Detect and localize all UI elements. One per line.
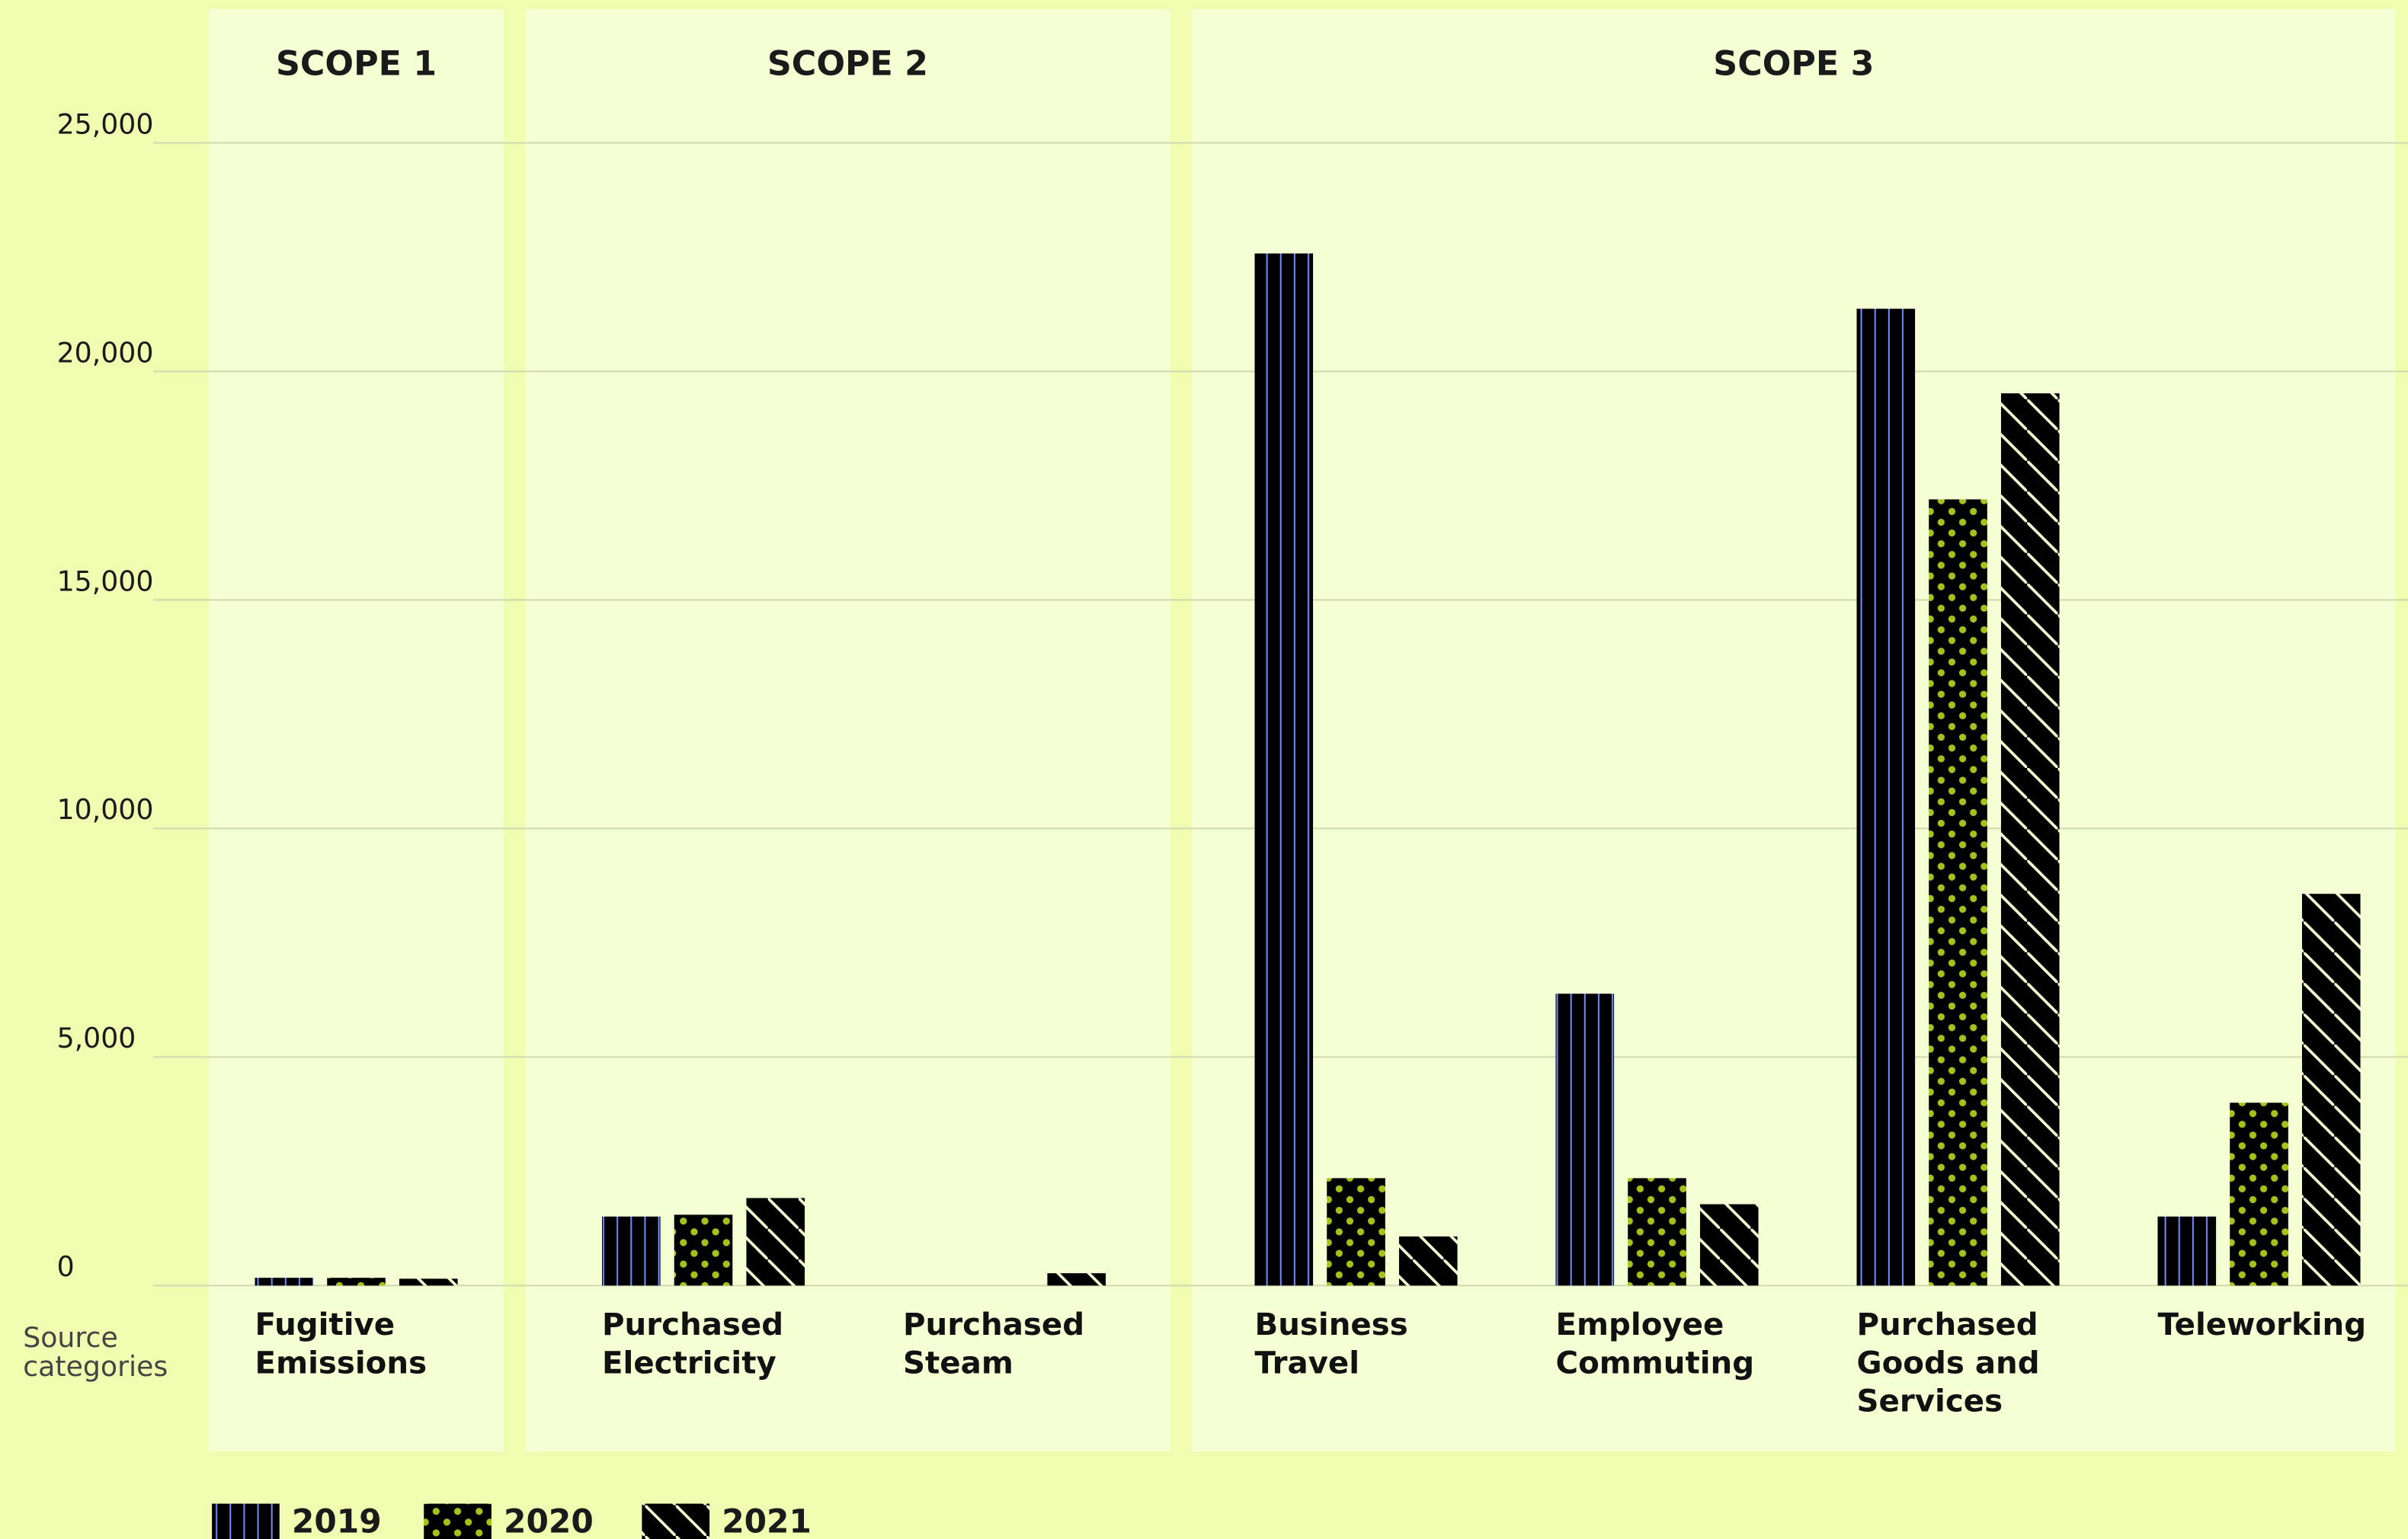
scope-panel (525, 9, 1170, 1452)
y-tick-label: 25,000 (57, 107, 154, 140)
legend-label: 2021 (722, 1502, 812, 1539)
bar (255, 1278, 314, 1286)
bar (1398, 1236, 1458, 1286)
bar (2301, 894, 2361, 1286)
scope-panel (1191, 9, 2396, 1452)
bar (1628, 1178, 1686, 1286)
x-tick-label-box: Purchased Goods and Services (1856, 1305, 2040, 1419)
x-tick-label: Purchased Steam (903, 1305, 1085, 1381)
bar (746, 1198, 805, 1286)
y-tick-label: 15,000 (57, 565, 154, 597)
x-tick-label-box: Purchased Steam (903, 1305, 1085, 1381)
x-tick-label: Fugitive Emissions (255, 1305, 427, 1381)
x-tick-label-box: Fugitive Emissions (255, 1305, 427, 1381)
bar (399, 1278, 458, 1286)
legend-swatch (642, 1503, 710, 1539)
bar (1254, 253, 1314, 1286)
legend-swatch (424, 1503, 492, 1539)
y-tick-label: 10,000 (57, 793, 154, 826)
legend-swatch (212, 1503, 280, 1539)
x-tick-label: Employee Commuting (1555, 1305, 1755, 1381)
bar (327, 1278, 386, 1286)
y-tick-label: 5,000 (57, 1022, 136, 1054)
legend-label: 2019 (292, 1502, 382, 1539)
bar (674, 1214, 733, 1286)
bar (2230, 1102, 2288, 1286)
y-tick-label: 0 (57, 1250, 75, 1283)
scope-title: SCOPE 3 (1713, 45, 1874, 84)
x-tick-label: Teleworking (2157, 1305, 2367, 1342)
x-tick-label-box: Purchased Electricity (602, 1305, 784, 1381)
x-tick-label-box: Business Travel (1254, 1305, 1408, 1381)
bar (1327, 1178, 1385, 1286)
x-tick-label: Purchased Goods and Services (1856, 1305, 2040, 1419)
x-tick-label-box: Teleworking (2157, 1305, 2367, 1342)
bar (1929, 499, 1987, 1286)
scope-panel (209, 9, 504, 1452)
bar (602, 1216, 661, 1286)
bar (2157, 1216, 2217, 1286)
x-tick-label: Business Travel (1254, 1305, 1408, 1381)
bar (1856, 309, 1916, 1286)
bar (1047, 1273, 1106, 1286)
bar (2000, 393, 2060, 1286)
scope-title: SCOPE 2 (767, 45, 928, 84)
bar (1699, 1204, 1759, 1286)
legend-label: 2020 (504, 1502, 594, 1539)
bar (1555, 993, 1615, 1286)
x-axis-label-1: Source categories (23, 1321, 168, 1383)
x-tick-label: Purchased Electricity (602, 1305, 784, 1381)
scope-title: SCOPE 1 (276, 45, 437, 84)
y-tick-label: 20,000 (57, 336, 154, 369)
x-tick-label-box: Employee Commuting (1555, 1305, 1755, 1381)
